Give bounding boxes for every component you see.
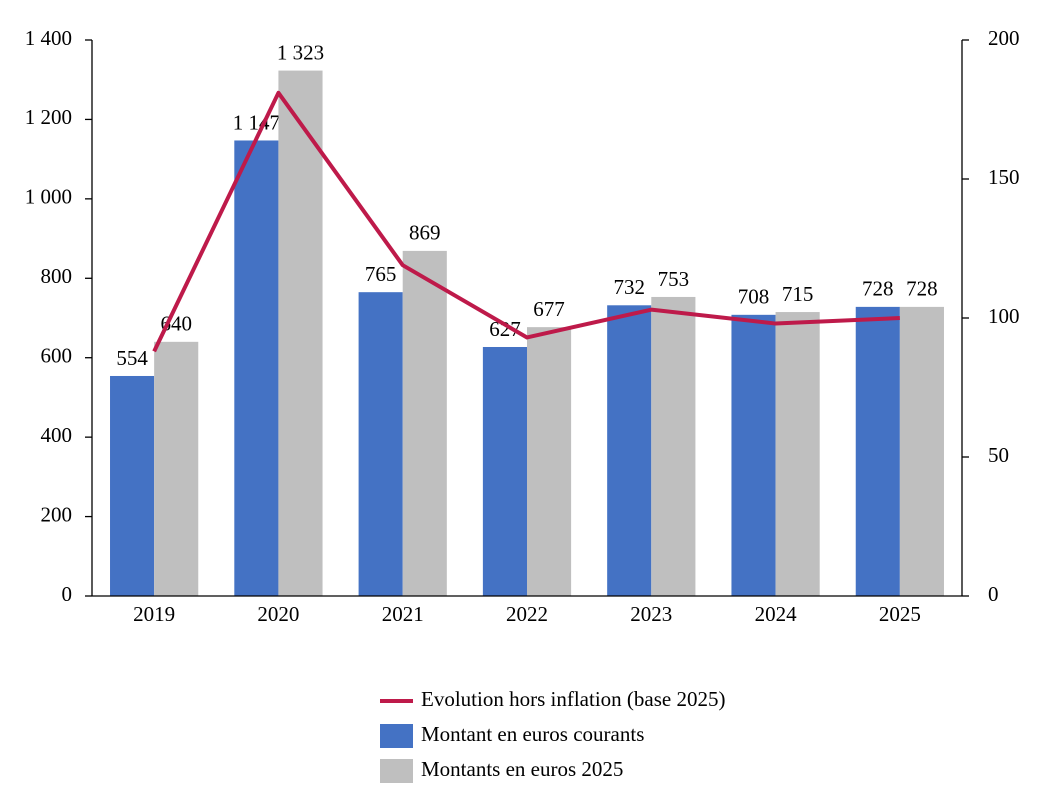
bar	[110, 375, 155, 596]
data-label: 732	[613, 275, 645, 299]
y2-tick-label: 50	[988, 443, 1009, 467]
y-tick-label: 0	[62, 582, 73, 606]
bar	[899, 306, 944, 596]
y-tick-label: 800	[41, 264, 73, 288]
data-label: 554	[116, 346, 148, 370]
x-tick-label: 2025	[879, 602, 921, 626]
data-label: 869	[409, 221, 441, 245]
x-tick-label: 2023	[630, 602, 672, 626]
bar	[607, 305, 652, 596]
y-tick-label: 400	[41, 423, 73, 447]
legend-label: Montant en euros courants	[421, 722, 644, 746]
data-label: 728	[906, 277, 938, 301]
legend-swatch	[380, 724, 413, 748]
bar	[234, 140, 279, 596]
y2-tick-label: 0	[988, 582, 999, 606]
bar	[731, 314, 776, 596]
legend-label: Evolution hors inflation (base 2025)	[421, 687, 725, 711]
x-tick-label: 2024	[755, 602, 798, 626]
data-label: 677	[533, 297, 565, 321]
x-tick-label: 2020	[257, 602, 299, 626]
data-label: 728	[862, 277, 894, 301]
x-tick-label: 2021	[382, 602, 424, 626]
y2-tick-label: 200	[988, 26, 1020, 50]
x-tick-label: 2019	[133, 602, 175, 626]
x-tick-label: 2022	[506, 602, 548, 626]
data-label: 708	[738, 285, 770, 309]
data-label: 1 323	[277, 40, 324, 64]
y2-tick-label: 150	[988, 165, 1020, 189]
bar	[855, 306, 900, 596]
legend-label: Montants en euros 2025	[421, 757, 623, 781]
data-label: 1 147	[233, 110, 280, 134]
bar	[775, 312, 820, 596]
y-tick-label: 1 000	[25, 185, 72, 209]
bar	[402, 250, 447, 596]
legend-swatch	[380, 759, 413, 783]
y-tick-label: 600	[41, 344, 73, 368]
data-label: 753	[658, 267, 690, 291]
bar	[482, 346, 527, 596]
data-label: 765	[365, 262, 397, 286]
bar	[154, 341, 199, 596]
y-tick-label: 1 200	[25, 105, 72, 129]
data-label: 715	[782, 282, 814, 306]
bar	[278, 70, 323, 596]
y-tick-label: 200	[41, 502, 73, 526]
bar	[651, 296, 696, 596]
y-tick-label: 1 400	[25, 26, 72, 50]
line	[152, 90, 900, 353]
y2-tick-label: 100	[988, 304, 1020, 328]
bar	[527, 327, 572, 596]
bar	[358, 292, 403, 596]
